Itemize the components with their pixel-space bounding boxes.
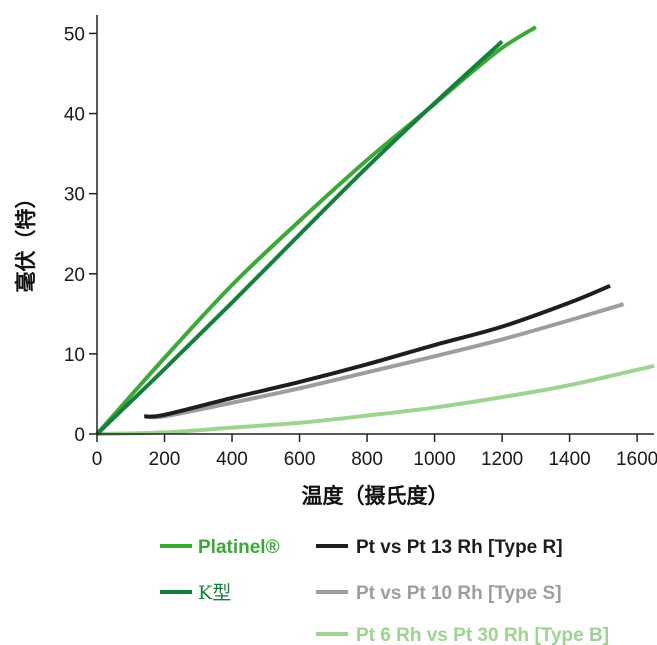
series-type-r-line [144,283,611,419]
x-axis-title: 温度（摄氏度） [302,483,449,508]
y-tick-label: 50 [64,24,85,45]
x-tick-label: 1000 [413,449,455,470]
series-platinel-line [95,25,537,436]
x-tick-label: 0 [92,449,103,470]
series-type-s-line [144,302,625,420]
legend-item: Pt vs Pt 10 Rh [Type S] [316,583,562,604]
legend-item: K型 [160,582,231,604]
legend-label: Platinel® [198,537,280,558]
x-ticks: 0 200 400 600 800 1000 1200 1400 1600 [92,434,657,470]
x-tick-label: 800 [351,449,383,470]
legend-item: Platinel® [160,537,280,558]
x-tick-label: 1200 [481,449,523,470]
series-layer [95,25,655,436]
x-tick-label: 400 [216,449,248,470]
y-tick-label: 40 [64,105,85,126]
x-tick-label: 200 [149,449,181,470]
y-tick-label: 10 [64,345,85,366]
x-tick-label: 600 [284,449,316,470]
y-ticks: 0 10 20 30 40 50 [64,24,97,446]
legend-item: Pt vs Pt 13 Rh [Type R] [316,537,563,558]
legend-label: K型 [198,582,231,604]
x-tick-label: 1600 [616,449,657,470]
legend-label: Pt 6 Rh vs Pt 30 Rh [Type B] [356,625,609,645]
series-type-k-line [95,39,504,436]
y-axis-title: 毫伏（特） [13,188,38,293]
y-tick-label: 20 [64,265,85,286]
legend-label: Pt vs Pt 13 Rh [Type R] [356,537,563,558]
series-type-b-line [96,363,655,436]
y-tick-label: 0 [74,425,85,446]
legend: Platinel® Pt vs Pt 13 Rh [Type R] K型 Pt vs … [160,537,609,645]
y-tick-label: 30 [64,185,85,206]
legend-item: Pt 6 Rh vs Pt 30 Rh [Type B] [316,625,609,645]
x-tick-label: 1400 [548,449,590,470]
legend-label: Pt vs Pt 10 Rh [Type S] [356,583,562,604]
